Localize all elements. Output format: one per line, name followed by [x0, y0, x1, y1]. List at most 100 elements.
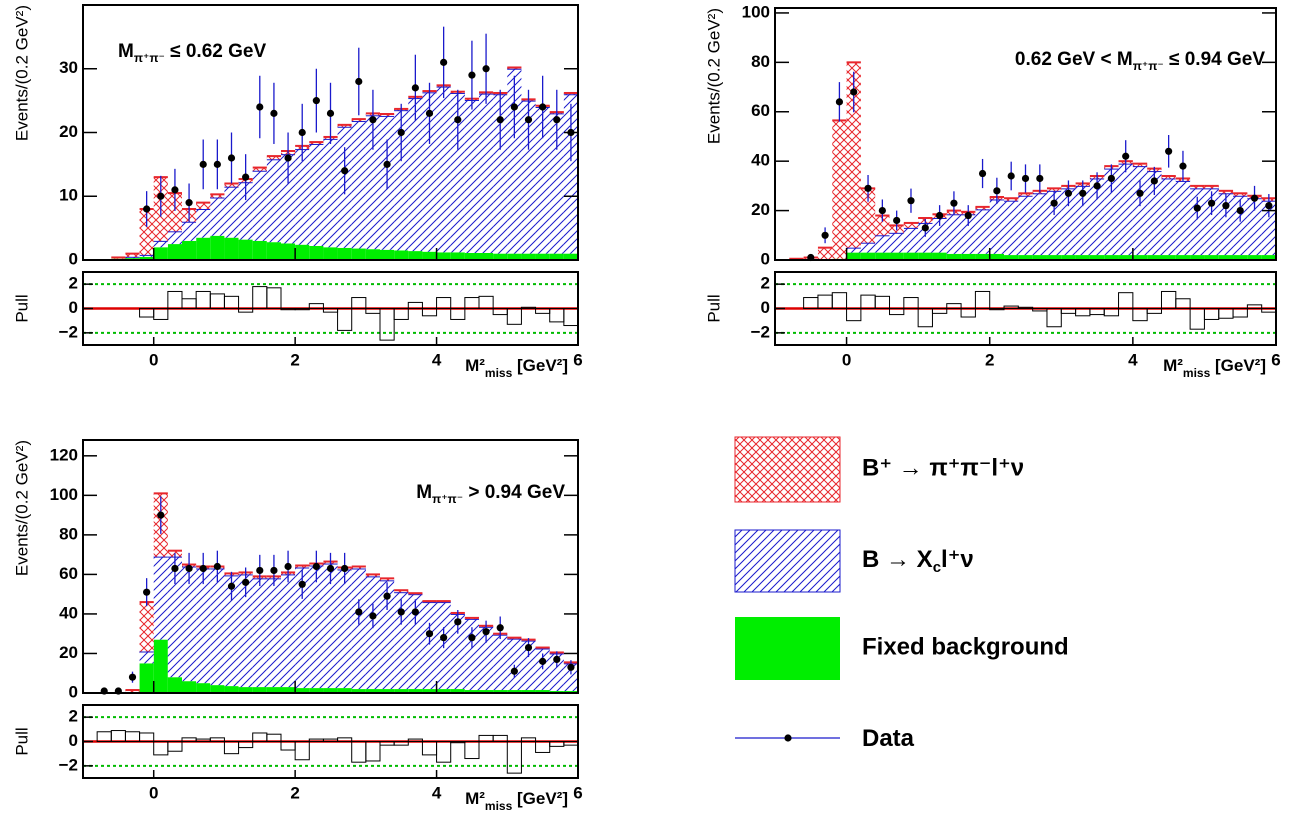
- histogram-bar: [380, 689, 395, 693]
- histogram-bar: [549, 113, 564, 254]
- histogram-bar: [196, 209, 211, 238]
- histogram-bar: [521, 690, 536, 693]
- annotation-piece: π⁺π⁻: [1133, 59, 1164, 73]
- pull-bar: [266, 733, 282, 743]
- histogram-bar: [238, 574, 253, 688]
- histogram-bar: [1132, 163, 1148, 167]
- pull-bar: [889, 308, 905, 316]
- histogram-bar: [422, 251, 437, 260]
- data-point: [185, 199, 193, 207]
- pull-bar: [831, 292, 848, 309]
- data-point: [298, 128, 306, 137]
- histogram-bar: [153, 639, 168, 693]
- pull-bar: [1146, 308, 1162, 314]
- pull-bar: [1132, 308, 1148, 322]
- data-point: [496, 116, 504, 124]
- x-axis-label-piece: M²: [1163, 356, 1183, 375]
- histogram-bar: [1018, 255, 1033, 260]
- pull-bar: [266, 287, 282, 310]
- histogram-bar: [846, 62, 861, 248]
- histogram-bar: [464, 618, 479, 691]
- histogram-bar: [210, 197, 225, 236]
- annotation-piece: ≤ 0.62 GeV: [165, 41, 267, 62]
- histogram-bar: [266, 159, 281, 243]
- pull-bar: [1175, 298, 1191, 309]
- x-tick-label: 6: [573, 350, 582, 369]
- pull-bar: [238, 741, 254, 749]
- histogram-bar: [507, 690, 522, 693]
- histogram-bar: [224, 237, 239, 260]
- pull-bar: [535, 741, 551, 753]
- histogram-bar: [832, 120, 847, 259]
- histogram-bar: [295, 567, 310, 689]
- data-point: [171, 564, 179, 573]
- histogram-bar: [535, 690, 550, 693]
- annotation-piece: M: [416, 482, 432, 503]
- data-point: [567, 663, 575, 671]
- pull-bar: [960, 308, 976, 318]
- pull-bar: [989, 308, 1005, 311]
- data-point: [1136, 189, 1144, 197]
- histogram-bar: [1004, 198, 1019, 201]
- histogram-bar: [507, 638, 522, 691]
- histogram-bar: [1147, 255, 1162, 260]
- histogram-bar: [493, 690, 508, 693]
- pull-bar: [421, 308, 438, 317]
- y-tick-label: 20: [59, 122, 78, 141]
- histogram-bar: [1132, 255, 1148, 260]
- pull-tick-label: 0: [69, 298, 78, 317]
- data-point: [993, 187, 1001, 195]
- frame: [82, 439, 579, 694]
- histogram-bar: [422, 92, 437, 252]
- frame: [82, 271, 579, 346]
- y-tick-label: 80: [59, 524, 78, 543]
- data-point: [1179, 162, 1187, 170]
- histogram-bar: [946, 253, 962, 260]
- histogram-bar: [323, 688, 338, 693]
- histogram-bar: [139, 602, 154, 652]
- y-tick-label: 10: [59, 186, 78, 205]
- data-point: [227, 582, 236, 590]
- histogram-bar: [224, 575, 239, 687]
- data-point: [341, 167, 349, 175]
- pull-bar: [407, 301, 423, 309]
- x-axis-label-piece: M²: [465, 789, 485, 808]
- histogram-bar: [125, 253, 140, 257]
- data-point: [298, 580, 306, 588]
- histogram-bar: [1161, 178, 1176, 256]
- data-point: [242, 173, 250, 181]
- histogram-bar: [1161, 176, 1176, 179]
- histogram-bar: [918, 222, 933, 253]
- histogram-bar: [1018, 193, 1033, 196]
- histogram-bar: [436, 86, 451, 253]
- histogram-bar: [1247, 198, 1262, 256]
- histogram-bar: [535, 253, 550, 260]
- histogram-bar: [351, 568, 366, 690]
- data-point: [355, 77, 363, 86]
- histogram-bar: [210, 568, 225, 686]
- y-tick-label: 20: [751, 200, 770, 219]
- histogram-bar: [1004, 255, 1019, 260]
- histogram-bar: [903, 227, 919, 253]
- pull-tick-label: 2: [69, 707, 78, 726]
- histogram-bar: [139, 209, 154, 255]
- legend-label-piece: Data: [862, 725, 915, 752]
- annotation-piece: > 0.94 GeV: [463, 482, 565, 503]
- data-point: [921, 224, 929, 232]
- data-point: [397, 128, 405, 137]
- y-tick-label: 80: [751, 52, 770, 71]
- histogram-bar: [408, 98, 423, 252]
- histogram-bar: [408, 594, 423, 690]
- pull-bar: [506, 308, 522, 325]
- histogram-bar: [252, 167, 267, 171]
- histogram-bar: [875, 215, 890, 236]
- histogram-bar: [295, 244, 310, 260]
- data-point: [510, 667, 518, 675]
- pull-bar: [1118, 292, 1134, 309]
- data-point: [1207, 199, 1216, 207]
- data-point: [539, 657, 547, 665]
- pull-bar: [393, 741, 409, 746]
- pull-bar: [903, 297, 919, 309]
- pull-bar: [917, 308, 933, 328]
- histogram-bar: [337, 569, 352, 689]
